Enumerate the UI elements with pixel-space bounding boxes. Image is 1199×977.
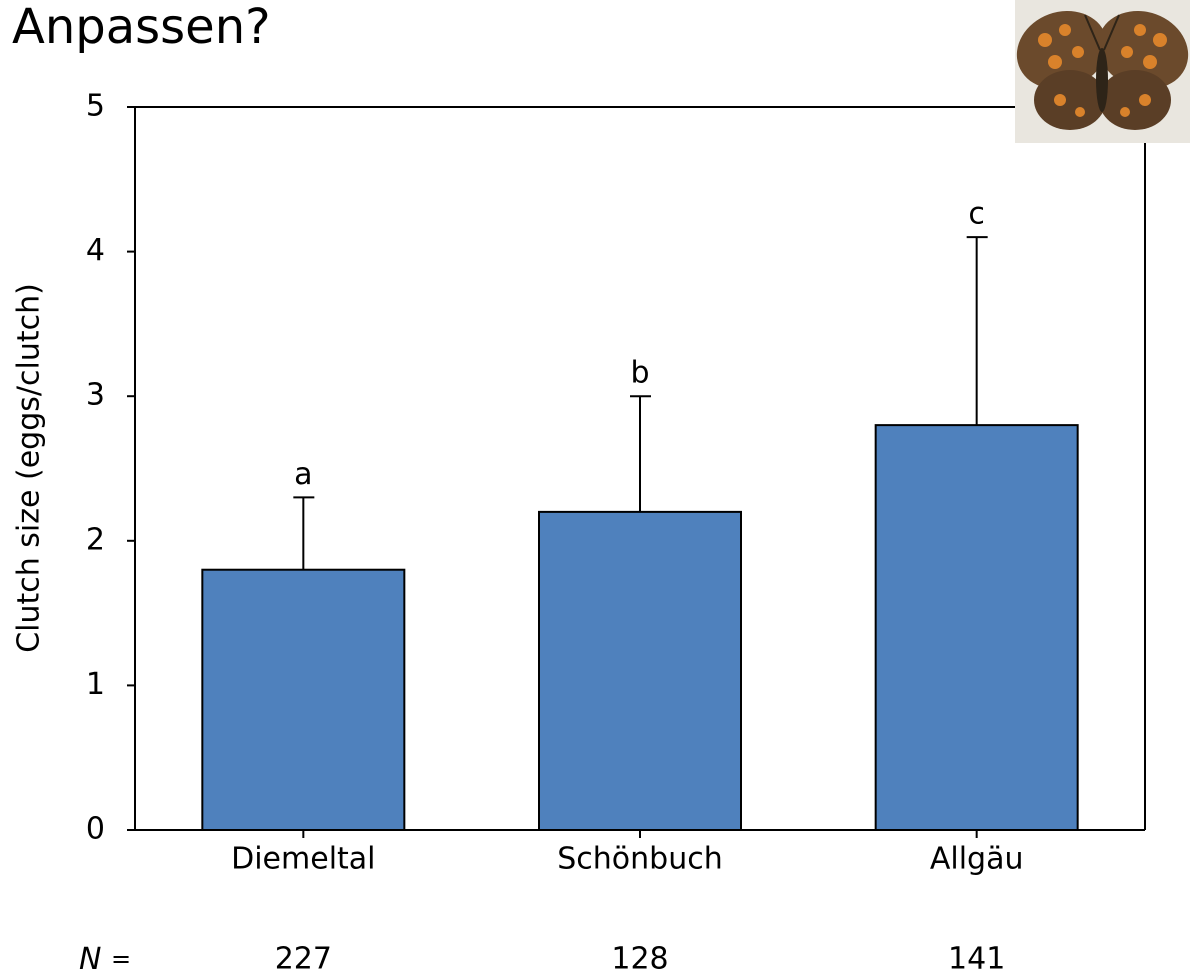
n-label: N = (79, 942, 131, 977)
y-tick-label: 2 (86, 522, 105, 557)
body (1096, 48, 1108, 112)
wing (1099, 70, 1171, 130)
antenna (1103, 14, 1120, 51)
sample-size: 227 (275, 942, 332, 977)
y-tick-label: 4 (86, 233, 105, 268)
x-tick-label: Schönbuch (557, 842, 722, 877)
y-tick-label: 1 (86, 667, 105, 702)
n-symbol: N (79, 942, 101, 977)
wing (1034, 70, 1106, 130)
wing-spots (1038, 24, 1167, 117)
wing (1016, 10, 1108, 90)
significance-letter: b (630, 356, 649, 391)
x-tick-label: Diemeltal (231, 842, 375, 877)
antenna (1084, 14, 1101, 51)
y-tick-label: 3 (86, 378, 105, 413)
butterfly-photo (1015, 0, 1190, 143)
y-tick-label: 0 (86, 812, 105, 847)
n-sign: = (111, 945, 131, 973)
sample-size: 128 (611, 942, 668, 977)
wing (1097, 10, 1189, 90)
y-tick-label: 5 (86, 89, 105, 124)
bar (874, 424, 1079, 831)
bar (201, 568, 406, 831)
x-tick-label: Allgäu (930, 842, 1024, 877)
chart-title: Anpassen? (12, 0, 271, 55)
significance-letter: a (294, 457, 312, 492)
significance-letter: c (968, 197, 985, 232)
bar (538, 510, 742, 831)
sample-size: 141 (948, 942, 1005, 977)
y-axis-label: Clutch size (eggs/clutch) (12, 283, 47, 653)
